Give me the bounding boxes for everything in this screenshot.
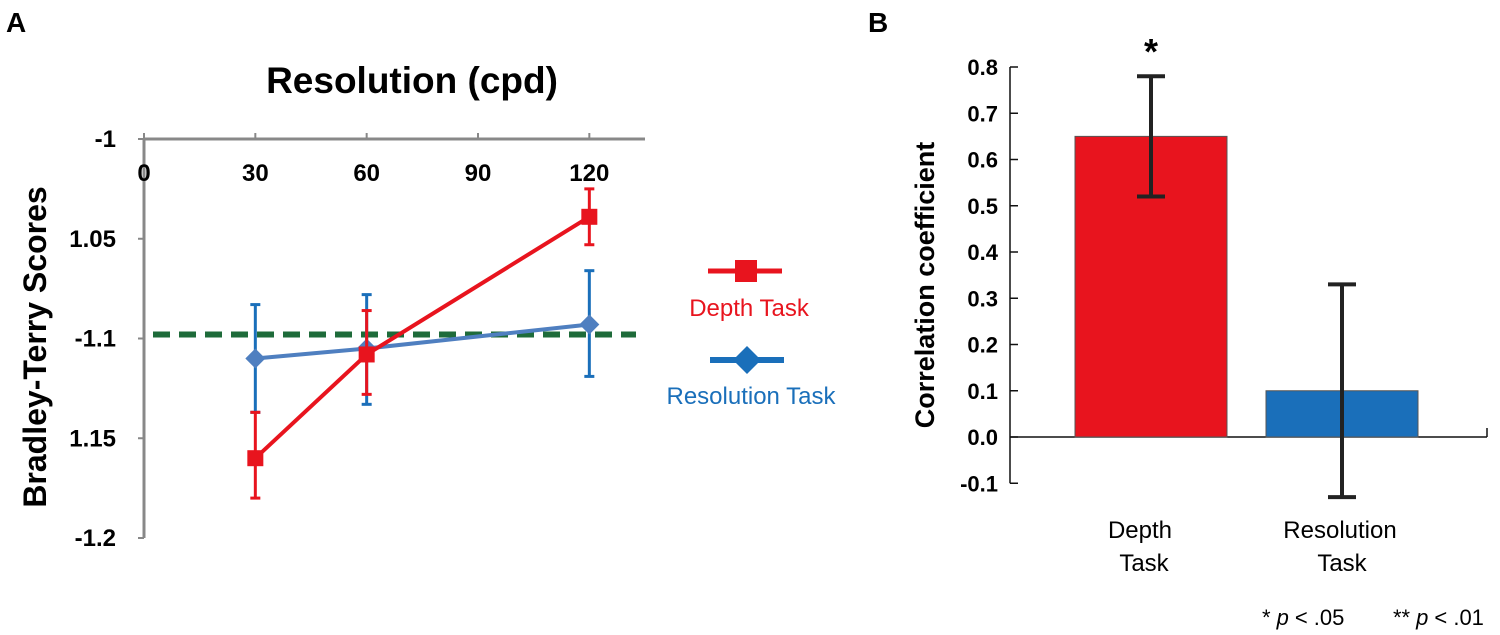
panel-b-y-tick-label: 0.6 [967,148,998,173]
footnote-p01-rest: < .01 [1434,605,1484,630]
panel-b-y-tick-label: -0.1 [960,471,998,496]
panel-a-x-tick-label: 90 [465,160,492,187]
panel-a-y-tick-label: -1.1 [75,326,116,353]
legend-resolution-label: Resolution Task [667,383,837,410]
footnote-p01: ** p < .01 [1393,605,1484,630]
panel-a-x-tick-label: 60 [353,160,380,187]
panel-label-b: B [868,7,888,38]
category-label-line: Task [1317,550,1367,577]
legend-resolution-marker [733,346,761,374]
panel-b-chart: Correlation coefficient 0.8 0.7 0.6 0.5 0.4 0… [910,31,1488,630]
panel-b-y-tick-label: 0.5 [967,194,998,219]
resolution-data-point [245,348,266,369]
panel-a-y-label: Bradley-Terry Scores [17,186,53,507]
panel-b-y-tick-label: 0.2 [967,333,998,358]
category-label-line: Task [1119,550,1169,577]
panel-a-title: Resolution (cpd) [266,60,558,101]
depth-data-point [358,346,375,363]
panel-b-category-label: Resolution Task [1283,517,1396,577]
category-label-line: Resolution [1283,517,1396,544]
panel-b-y-tick-label: 0.1 [967,379,998,404]
footnote-p05: * p < .05 [1262,605,1344,630]
panel-label-a: A [6,7,26,38]
depth-data-point [581,208,598,225]
panel-a-y-tick-label: -1.2 [75,525,116,552]
category-label-line: Depth [1108,517,1172,544]
panel-a-x-tick-label: 0 [137,160,150,187]
panel-b-y-tick-label: 0.3 [967,286,998,311]
panel-a-y-tick-label: 1.05 [69,226,116,253]
significance-star: * [1144,31,1158,72]
resolution-data-point [579,314,600,335]
depth-data-point [247,450,264,467]
panel-a-y-tick-label: -1 [95,126,116,153]
panel-b-y-tick-label: 0.0 [967,425,998,450]
resolution-series-line [255,322,590,361]
panel-b-y-tick-label: 0.4 [967,240,998,265]
panel-a-chart: Resolution (cpd) Bradley-Terry Scores 0 3… [17,60,836,552]
footnote-p05-rest: < .05 [1295,605,1345,630]
panel-b-y-label: Correlation coefficient [910,142,940,429]
panel-b-y-tick-label: 0.7 [967,101,998,126]
footnote-p01-star: ** [1393,605,1411,630]
footnote-p05-star: * [1262,605,1271,630]
legend-depth-marker [735,260,757,282]
panel-a-x-tick-label: 120 [569,160,609,187]
panel-a-y-tick-label: 1.15 [69,425,116,452]
legend-depth-label: Depth Task [689,295,810,322]
footnote-p05-p: p [1276,605,1289,630]
panel-b-category-label: Depth Task [1108,517,1172,577]
panel-a-x-tick-label: 30 [242,160,269,187]
footnote-p01-p: p [1415,605,1428,630]
panel-b-y-tick-label: 0.8 [967,55,998,80]
